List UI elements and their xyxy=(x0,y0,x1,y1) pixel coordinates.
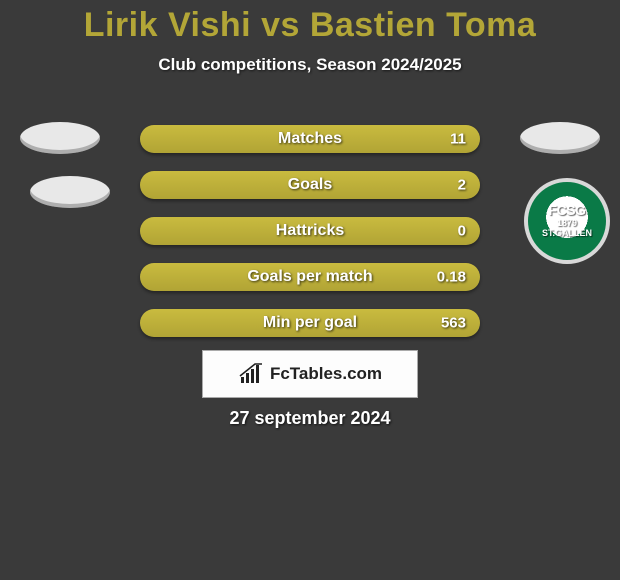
site-name: FcTables.com xyxy=(270,364,382,384)
bar-label: Matches xyxy=(278,130,342,148)
bar-min-per-goal: Min per goal 563 xyxy=(140,309,480,337)
player2-badge-placeholder xyxy=(520,122,600,154)
bar-label: Goals per match xyxy=(247,268,372,286)
player1-badge-placeholder-2 xyxy=(30,176,110,208)
bar-hattricks: Hattricks 0 xyxy=(140,217,480,245)
bar-matches: Matches 11 xyxy=(140,125,480,153)
club-badge-text: FCSG 1879 ST.GALLEN xyxy=(542,203,592,238)
club-abbrev: FCSG xyxy=(542,203,592,218)
bar-goals-per-match: Goals per match 0.18 xyxy=(140,263,480,291)
bar-value-right: 11 xyxy=(450,131,466,148)
site-attribution[interactable]: FcTables.com xyxy=(202,350,418,398)
player1-name: Lirik Vishi xyxy=(84,6,251,44)
stat-bars: Matches 11 Goals 2 Hattricks 0 Goals per… xyxy=(140,125,480,355)
bar-value-right: 2 xyxy=(458,177,466,194)
bar-value-right: 0 xyxy=(458,223,466,240)
bar-value-right: 563 xyxy=(441,315,466,332)
club-city: ST.GALLEN xyxy=(542,229,592,239)
bar-label: Min per goal xyxy=(263,314,357,332)
date-label: 27 september 2024 xyxy=(229,408,390,429)
vs-label: vs xyxy=(261,6,300,44)
root: Lirik Vishi vs Bastien Toma Club competi… xyxy=(0,0,620,580)
page-title: Lirik Vishi vs Bastien Toma xyxy=(0,0,620,45)
subtitle: Club competitions, Season 2024/2025 xyxy=(0,55,620,75)
club-badge-st-gallen: FCSG 1879 ST.GALLEN xyxy=(524,178,610,264)
bar-goals: Goals 2 xyxy=(140,171,480,199)
player2-name: Bastien Toma xyxy=(310,6,536,44)
player1-badge-placeholder-1 xyxy=(20,122,100,154)
bar-label: Goals xyxy=(288,176,332,194)
bar-label: Hattricks xyxy=(276,222,344,240)
bar-value-right: 0.18 xyxy=(437,269,466,286)
chart-icon xyxy=(238,363,264,385)
